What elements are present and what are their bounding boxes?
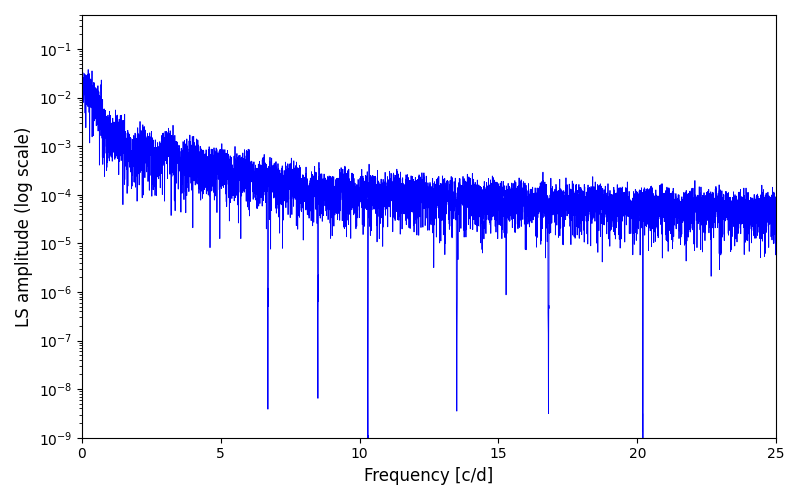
X-axis label: Frequency [c/d]: Frequency [c/d] — [364, 467, 494, 485]
Y-axis label: LS amplitude (log scale): LS amplitude (log scale) — [15, 126, 33, 326]
